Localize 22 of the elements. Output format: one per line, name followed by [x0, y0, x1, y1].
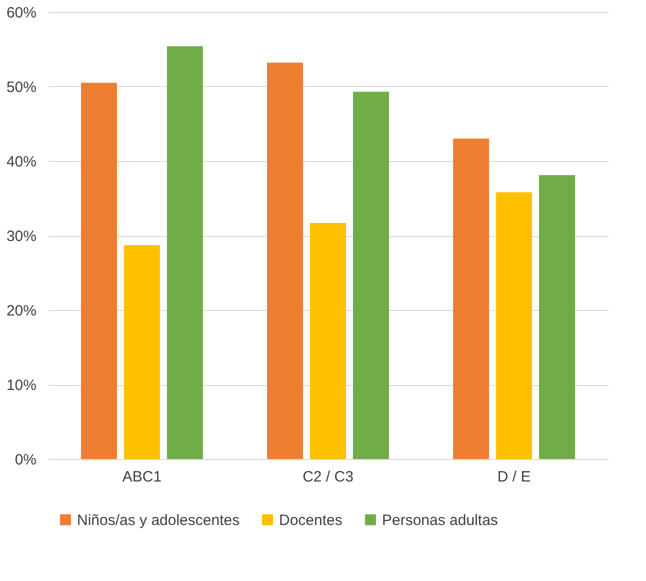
y-tick-label: 30%	[6, 228, 36, 245]
bar	[166, 46, 203, 459]
bar	[80, 82, 117, 459]
y-tick-label: 40%	[6, 154, 36, 170]
legend-label: Niños/as y adolescentes	[77, 512, 240, 529]
bar	[539, 175, 576, 459]
x-tick-label: ABC1	[122, 468, 162, 486]
legend-label: Personas adultas	[382, 512, 498, 529]
y-tick-label: 50%	[6, 79, 36, 96]
bar	[310, 222, 346, 459]
legend-label: Docentes	[279, 512, 342, 529]
bar	[124, 245, 160, 459]
y-tick-label: 0%	[14, 452, 36, 468]
x-tick-label: D / E	[497, 468, 531, 486]
bar	[267, 62, 304, 459]
x-tick-label: C2 / C3	[302, 468, 354, 486]
bar	[352, 92, 389, 459]
bar	[453, 138, 490, 459]
bar	[496, 192, 532, 459]
y-tick-label: 10%	[6, 377, 36, 394]
y-tick-label: 20%	[6, 302, 36, 320]
y-tick-label: 60%	[6, 4, 36, 22]
